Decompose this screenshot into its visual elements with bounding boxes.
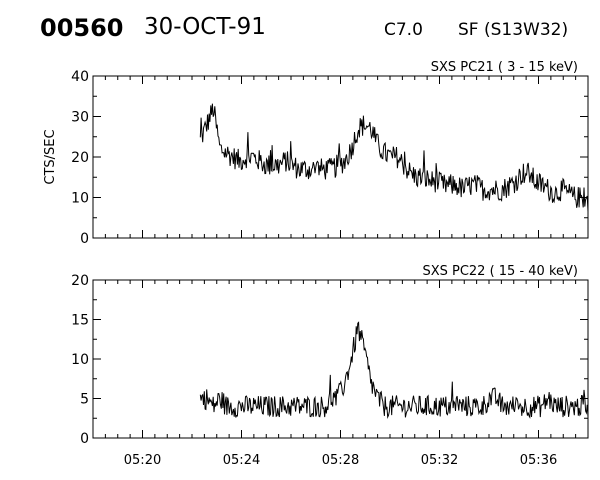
y-tick-label: 20 [71,150,89,166]
y-tick-label: 0 [80,431,89,447]
x-tick-label: 05:36 [520,453,557,468]
y-tick-label: 20 [71,273,89,289]
y-tick-label: 5 [80,392,89,408]
goes-class: C7.0 [384,20,423,40]
panel-title: SXS PC21 ( 3 - 15 keV) [431,60,578,75]
panel-title: SXS PC22 ( 15 - 40 keV) [422,264,578,279]
series-line-2-1 [199,321,589,420]
y-tick-label: 0 [80,231,89,247]
event-id: 00560 [40,14,124,42]
x-tick-label: 05:32 [421,453,458,468]
y-tick-label: 30 [71,110,89,126]
plot-frame-2 [92,279,589,439]
flare-location: SF (S13W32) [458,20,569,40]
x-tick-label: 05:20 [124,453,161,468]
series-line-1-1 [199,103,589,212]
y-tick-label: 15 [71,313,89,329]
x-tick-label: 05:24 [223,453,260,468]
y-tick-label: 40 [71,69,89,85]
plot-frame-1 [92,75,589,239]
event-date: 30-OCT-91 [144,14,266,40]
x-tick-label: 05:28 [322,453,359,468]
y-axis-label: CTS/SEC [43,129,58,184]
y-tick-label: 10 [71,191,89,207]
y-tick-label: 10 [71,352,89,368]
